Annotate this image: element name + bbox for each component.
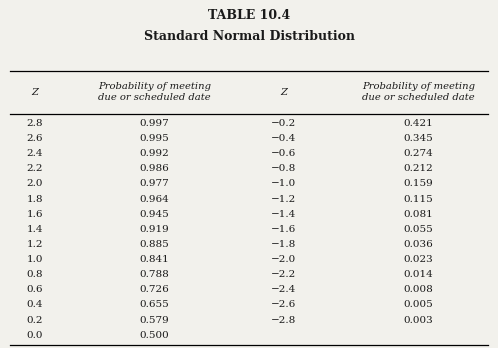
Text: 0.003: 0.003	[403, 316, 433, 325]
Text: 0.500: 0.500	[139, 331, 169, 340]
Text: TABLE 10.4: TABLE 10.4	[208, 9, 290, 22]
Text: Probability of meeting
due or scheduled date: Probability of meeting due or scheduled …	[362, 82, 475, 102]
Text: 0.274: 0.274	[403, 149, 433, 158]
Text: 0.4: 0.4	[26, 300, 43, 309]
Text: 0.945: 0.945	[139, 210, 169, 219]
Text: 0.345: 0.345	[403, 134, 433, 143]
Text: 0.964: 0.964	[139, 195, 169, 204]
Text: 1.4: 1.4	[26, 225, 43, 234]
Text: 0.986: 0.986	[139, 164, 169, 173]
Text: 0.655: 0.655	[139, 300, 169, 309]
Text: 0.997: 0.997	[139, 119, 169, 128]
Text: 0.159: 0.159	[403, 180, 433, 189]
Text: 0.8: 0.8	[26, 270, 43, 279]
Text: Z: Z	[280, 88, 287, 97]
Text: 0.115: 0.115	[403, 195, 433, 204]
Text: 0.6: 0.6	[26, 285, 43, 294]
Text: 0.919: 0.919	[139, 225, 169, 234]
Text: −2.8: −2.8	[271, 316, 296, 325]
Text: 0.726: 0.726	[139, 285, 169, 294]
Text: −1.6: −1.6	[271, 225, 296, 234]
Text: 0.788: 0.788	[139, 270, 169, 279]
Text: Probability of meeting
due or scheduled date: Probability of meeting due or scheduled …	[98, 82, 211, 102]
Text: 0.977: 0.977	[139, 180, 169, 189]
Text: 0.081: 0.081	[403, 210, 433, 219]
Text: 0.023: 0.023	[403, 255, 433, 264]
Text: 0.995: 0.995	[139, 134, 169, 143]
Text: 0.014: 0.014	[403, 270, 433, 279]
Text: 0.055: 0.055	[403, 225, 433, 234]
Text: −1.2: −1.2	[271, 195, 296, 204]
Text: Z: Z	[31, 88, 38, 97]
Text: 2.0: 2.0	[26, 180, 43, 189]
Text: 1.2: 1.2	[26, 240, 43, 249]
Text: −1.8: −1.8	[271, 240, 296, 249]
Text: 0.421: 0.421	[403, 119, 433, 128]
Text: −0.6: −0.6	[271, 149, 296, 158]
Text: 0.885: 0.885	[139, 240, 169, 249]
Text: 2.6: 2.6	[26, 134, 43, 143]
Text: 0.0: 0.0	[26, 331, 43, 340]
Text: 0.992: 0.992	[139, 149, 169, 158]
Text: 2.8: 2.8	[26, 119, 43, 128]
Text: 0.212: 0.212	[403, 164, 433, 173]
Text: 0.2: 0.2	[26, 316, 43, 325]
Text: 2.2: 2.2	[26, 164, 43, 173]
Text: Standard Normal Distribution: Standard Normal Distribution	[143, 30, 355, 42]
Text: −2.4: −2.4	[271, 285, 296, 294]
Text: −2.6: −2.6	[271, 300, 296, 309]
Text: 0.841: 0.841	[139, 255, 169, 264]
Text: −0.2: −0.2	[271, 119, 296, 128]
Text: 0.036: 0.036	[403, 240, 433, 249]
Text: 0.008: 0.008	[403, 285, 433, 294]
Text: 1.6: 1.6	[26, 210, 43, 219]
Text: −0.4: −0.4	[271, 134, 296, 143]
Text: −2.0: −2.0	[271, 255, 296, 264]
Text: −0.8: −0.8	[271, 164, 296, 173]
Text: −2.2: −2.2	[271, 270, 296, 279]
Text: 1.0: 1.0	[26, 255, 43, 264]
Text: −1.4: −1.4	[271, 210, 296, 219]
Text: 2.4: 2.4	[26, 149, 43, 158]
Text: −1.0: −1.0	[271, 180, 296, 189]
Text: 0.005: 0.005	[403, 300, 433, 309]
Text: 1.8: 1.8	[26, 195, 43, 204]
Text: 0.579: 0.579	[139, 316, 169, 325]
